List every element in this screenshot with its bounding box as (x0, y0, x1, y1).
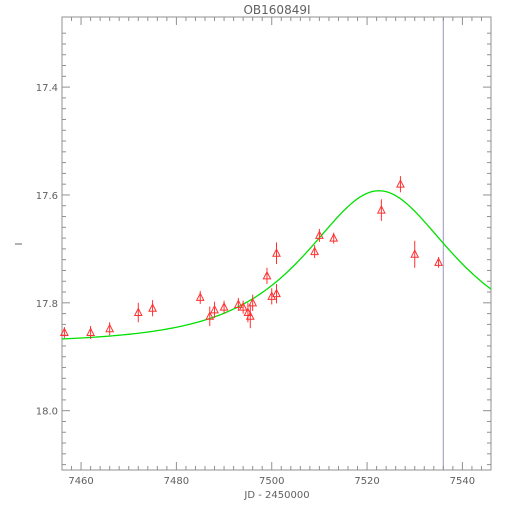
ticks-layer: 7460 7480 7500 7520 7540 17.4 17.6 17.8 18.0 (36, 17, 492, 487)
data-point (105, 322, 115, 336)
triangle-marker (310, 246, 320, 256)
x-tick-label: 7520 (354, 476, 379, 487)
data-point (272, 242, 281, 264)
x-tick-label: 7460 (68, 476, 93, 487)
triangle-marker (205, 311, 215, 320)
data-point (245, 304, 255, 329)
triangle-marker (86, 327, 96, 336)
data-point (272, 283, 281, 304)
triangle-marker (272, 248, 281, 257)
y-tick-label: 17.8 (36, 299, 58, 310)
y-axis-label: I (14, 243, 25, 246)
x-tick-label: 7480 (164, 476, 189, 487)
data-point (133, 302, 143, 323)
triangle-marker (396, 179, 405, 188)
data-point (205, 306, 215, 327)
triangle-marker (219, 302, 229, 311)
y-tick-label: 17.4 (36, 83, 58, 94)
triangle-marker (410, 249, 420, 258)
triangle-marker (245, 311, 255, 320)
points-layer (59, 176, 443, 339)
data-point (86, 326, 96, 339)
model-fit-curve (61, 190, 492, 340)
triangle-marker (243, 307, 253, 317)
x-axis-label: JD - 2450000 (243, 490, 309, 501)
data-point (59, 327, 69, 338)
data-point (148, 300, 157, 317)
data-point (219, 300, 229, 314)
model-layer (61, 190, 492, 340)
plot-frame (61, 16, 492, 471)
data-point (314, 228, 324, 242)
data-point (410, 240, 420, 268)
data-point (248, 294, 258, 311)
triangle-marker (233, 299, 243, 308)
triangle-marker (59, 327, 69, 336)
chart-title: OB160849I (243, 3, 310, 17)
x-tick-label: 7540 (450, 476, 475, 487)
data-point (396, 176, 405, 193)
data-point (310, 245, 320, 259)
triangle-marker (195, 292, 205, 301)
data-point (329, 232, 339, 244)
y-tick-label: 17.6 (36, 191, 58, 202)
triangle-marker (238, 302, 248, 311)
triangle-marker (262, 270, 272, 280)
triangle-marker (329, 233, 339, 242)
triangle-marker (434, 257, 443, 266)
data-point (376, 199, 386, 221)
data-point (238, 300, 248, 314)
triangle-marker (314, 230, 324, 239)
data-point (210, 301, 219, 318)
triangle-marker (148, 303, 157, 312)
x-tick-label: 7500 (259, 476, 284, 487)
data-point (195, 290, 205, 304)
triangle-marker (376, 204, 386, 214)
triangle-marker (105, 323, 115, 333)
triangle-marker (133, 307, 143, 317)
y-tick-label: 18.0 (36, 407, 58, 418)
triangle-marker (272, 288, 281, 298)
data-point (233, 297, 243, 311)
data-point (434, 256, 443, 268)
data-point (262, 267, 272, 284)
triangle-marker (210, 304, 219, 314)
triangle-marker (248, 297, 258, 307)
